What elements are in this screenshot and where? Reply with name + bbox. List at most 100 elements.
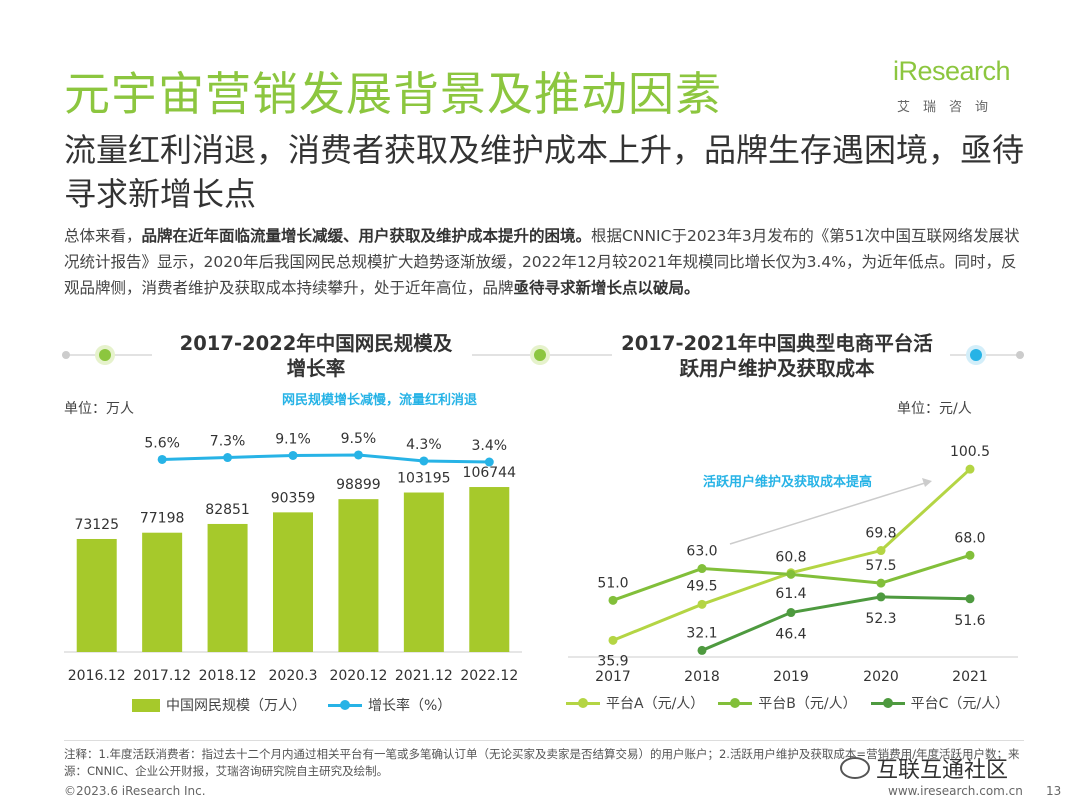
platform-b-point — [608, 595, 618, 605]
platform-c-point — [965, 594, 975, 604]
logo-wordmark: iResearch — [893, 56, 1011, 86]
x-tick-label: 2016.12 — [68, 668, 126, 684]
rate-point — [223, 453, 233, 463]
page-subtitle: 流量红利消退，消费者获取及维护成本上升，品牌生存遇困境，亟待寻求新增长点 — [64, 131, 1025, 213]
platform-c-value-label: 32.1 — [686, 625, 717, 641]
rate-value-label: 3.4% — [471, 438, 507, 454]
x-tick-label: 2018 — [684, 669, 720, 685]
rate-value-label: 9.1% — [275, 431, 311, 447]
bar-2017.12 — [142, 532, 183, 652]
legend-label-platform-a: 平台A（元/人） — [606, 696, 705, 712]
chart-2-plot: 2017 2018 2019 2020 2021 35.9 49.5 61.4 69.8 100.… — [568, 444, 1018, 685]
summary-text-2: 根据CNNIC于2023年3月发布的《第51次中国互联网络发展状况统计报告》显示… — [64, 227, 1020, 297]
legend-item-rate: 增长率（%） — [328, 695, 451, 715]
platform-a-point — [697, 599, 707, 609]
watermark: 互联互通社区 — [840, 752, 1008, 784]
platform-c-point — [697, 645, 707, 655]
legend-swatch-platform-c — [870, 696, 905, 710]
rate-point — [484, 457, 494, 467]
bar-2021.12 — [403, 492, 444, 652]
x-tick-label: 2017.12 — [133, 668, 191, 684]
legend-label-users: 中国网民规模（万人） — [166, 698, 306, 714]
rate-point — [157, 454, 167, 464]
bar-value-label: 90359 — [271, 490, 316, 506]
chart-2-title: 2017-2021年中国典型电商平台活跃用户维护及获取成本 — [621, 332, 933, 380]
chart-2-annotation: 活跃用户维护及获取成本提高 — [703, 475, 873, 490]
bar-2020.3 — [273, 512, 313, 652]
platform-b-value-label: 68.0 — [954, 530, 985, 546]
chart-1-title: 2017-2022年中国网民规模及增长率 — [179, 332, 453, 380]
platform-b-value-label: 60.8 — [775, 549, 806, 565]
platform-b-point — [786, 569, 796, 579]
platform-a-value-label: 35.9 — [597, 653, 628, 669]
bar-2022.12 — [469, 487, 510, 652]
bar-2016.12 — [76, 538, 117, 652]
chart-2-legend: 平台A（元/人） 平台B（元/人） 平台C（元/人） — [566, 693, 1009, 713]
iresearch-logo: iResearch 艾瑞咨询 — [893, 56, 1023, 124]
chart-2-unit: 单位：元/人 — [897, 401, 972, 417]
chart-1-legend: 中国网民规模（万人） 增长率（%） — [132, 695, 473, 715]
chart-1-annotation: 网民规模增长减慢，流量红利消退 — [282, 393, 478, 408]
legend-label-platform-b: 平台B（元/人） — [758, 696, 857, 712]
legend-swatch-bar — [132, 698, 160, 712]
rate-point — [288, 450, 298, 460]
rate-line — [162, 453, 490, 464]
x-tick-label: 2017 — [595, 669, 631, 685]
platform-a-point — [965, 464, 975, 474]
platform-b-point — [965, 550, 975, 560]
platform-c-value-label: 46.4 — [775, 627, 806, 643]
watermark-text: 互联互通社区 — [876, 758, 1009, 783]
page-number: 13 — [1046, 784, 1062, 798]
platform-a-value-label: 61.4 — [775, 586, 806, 602]
bar-value-label: 106744 — [463, 465, 517, 481]
platform-b-value-label: 63.0 — [686, 544, 717, 560]
legend-swatch-platform-b — [718, 696, 753, 710]
platform-b-point — [697, 564, 707, 574]
chart-1-plot: 73125 2016.12 77198 2017.12 5.6% 82851 2018.12… — [64, 431, 522, 684]
platform-a-value-label: 49.5 — [686, 578, 717, 594]
bar-value-label: 103195 — [397, 471, 450, 487]
bar-value-label: 77198 — [140, 511, 185, 527]
notes-text: 注释：1.年度活跃消费者：指过去十二个月内通过相关平台有一笔或多笔确认订单（无论… — [64, 747, 1020, 778]
platform-b-value-label: 57.5 — [865, 558, 896, 574]
bar-2018.12 — [207, 523, 248, 652]
summary-bold-1: 品牌在近年面临流量增长减缓、用户获取及维护成本提升的困境。 — [141, 227, 592, 245]
x-tick-label: 2020 — [863, 669, 899, 685]
platform-c-value-label: 52.3 — [865, 611, 896, 627]
left-title-decoration — [62, 345, 152, 365]
platform-b-value-label: 51.0 — [597, 575, 628, 591]
bar-value-label: 98899 — [336, 477, 381, 493]
bar-value-label: 73125 — [74, 517, 119, 533]
summary-bold-2: 亟待寻求新增长点以破局。 — [513, 279, 700, 297]
platform-a-point — [608, 635, 618, 645]
wechat-icon — [840, 757, 870, 779]
rate-value-label: 9.5% — [341, 431, 377, 447]
x-tick-label: 2020.12 — [329, 668, 387, 684]
rate-value-label: 4.3% — [406, 437, 442, 453]
footer-url: www.iresearch.com.cn — [888, 784, 1023, 798]
footer-divider — [64, 740, 1024, 741]
platform-a-value-label: 100.5 — [950, 444, 990, 460]
legend-label-rate: 增长率（%） — [368, 698, 452, 714]
legend-item-users: 中国网民规模（万人） — [132, 695, 306, 715]
platform-a-point — [876, 546, 886, 556]
platform-c-point — [876, 592, 886, 602]
x-tick-label: 2018.12 — [199, 668, 257, 684]
x-tick-label: 2021.12 — [395, 668, 453, 684]
platform-a-value-label: 69.8 — [865, 526, 896, 542]
x-tick-label: 2021 — [952, 669, 988, 685]
legend-item-platform-b: 平台B（元/人） — [718, 693, 857, 713]
mid-title-decoration — [472, 345, 612, 365]
rate-value-label: 5.6% — [144, 435, 180, 451]
rate-point — [419, 456, 429, 466]
summary-text-1: 总体来看， — [64, 227, 142, 245]
legend-swatch-rate — [328, 698, 362, 712]
legend-item-platform-c: 平台C（元/人） — [870, 693, 1010, 713]
logo-subtitle: 艾瑞咨询 — [897, 100, 1002, 115]
platform-b-point — [876, 578, 886, 588]
rate-value-label: 7.3% — [210, 434, 246, 450]
rate-point — [353, 450, 363, 460]
platform-c-value-label: 51.6 — [954, 613, 985, 629]
legend-label-platform-c: 平台C（元/人） — [910, 696, 1010, 712]
x-tick-label: 2022.12 — [460, 668, 518, 684]
